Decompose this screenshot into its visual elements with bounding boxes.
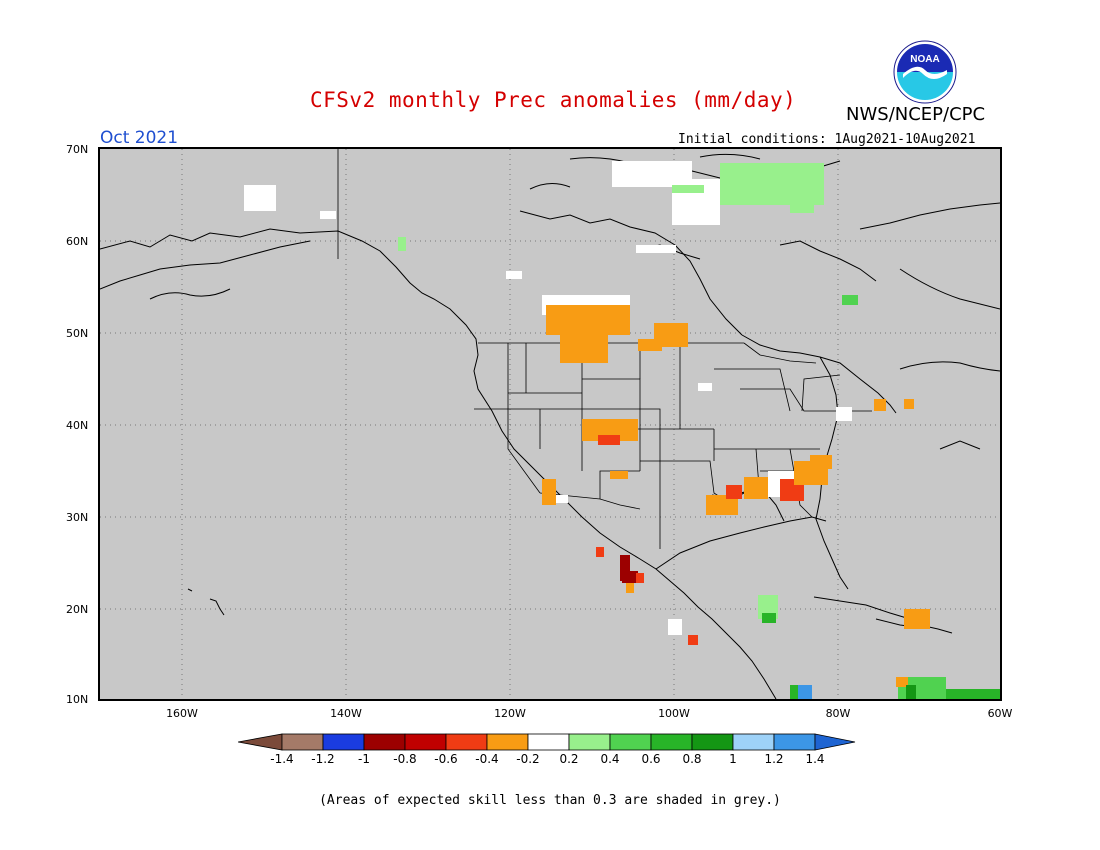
lat-label-70n: 70N bbox=[66, 143, 89, 156]
lon-label-60w: 60W bbox=[987, 707, 1013, 720]
lon-label-160w: 160W bbox=[166, 707, 198, 720]
colorbar-segment bbox=[568, 733, 611, 751]
colorbar-segment bbox=[773, 733, 816, 751]
colorbar-label: -0.6 bbox=[434, 752, 458, 766]
colorbar-segment bbox=[363, 733, 406, 751]
initial-conditions: Initial conditions: 1Aug2021-10Aug2021 bbox=[678, 132, 976, 147]
colorbar-label: 1 bbox=[729, 752, 737, 766]
lat-label-40n: 40N bbox=[66, 419, 89, 432]
organization-label: NWS/NCEP/CPC bbox=[846, 104, 986, 125]
colorbar-label: -0.2 bbox=[516, 752, 540, 766]
colorbar-arrow-right bbox=[814, 733, 856, 751]
colorbar-label: 1.4 bbox=[805, 752, 825, 766]
lat-label-10n: 10N bbox=[66, 693, 89, 706]
colorbar bbox=[238, 733, 856, 751]
lat-label-60n: 60N bbox=[66, 235, 89, 248]
colorbar-label: 1.2 bbox=[764, 752, 784, 766]
colorbar-label: -1.2 bbox=[311, 752, 335, 766]
colorbar-label: -0.8 bbox=[393, 752, 417, 766]
graticule bbox=[100, 149, 1000, 699]
lon-label-100w: 100W bbox=[658, 707, 690, 720]
lat-label-20n: 20N bbox=[66, 603, 89, 616]
lon-label-80w: 80W bbox=[825, 707, 851, 720]
forecast-month: Oct 2021 bbox=[100, 128, 179, 148]
colorbar-segment bbox=[527, 733, 570, 751]
colorbar-arrow-left bbox=[238, 733, 283, 751]
state-borders bbox=[337, 149, 872, 549]
colorbar-segment bbox=[732, 733, 775, 751]
colorbar-segment bbox=[445, 733, 488, 751]
colorbar-label: -1.4 bbox=[270, 752, 294, 766]
map-panel bbox=[98, 147, 1002, 701]
anomaly-cells bbox=[244, 161, 1000, 699]
colorbar-label: 0.6 bbox=[641, 752, 661, 766]
map-title: CFSv2 monthly Prec anomalies (mm/day) bbox=[310, 88, 797, 112]
skill-note: (Areas of expected skill less than 0.3 a… bbox=[319, 793, 781, 808]
colorbar-label: -1 bbox=[358, 752, 370, 766]
colorbar-segment bbox=[691, 733, 734, 751]
coastlines bbox=[99, 153, 1001, 700]
colorbar-segment bbox=[322, 733, 365, 751]
colorbar-segment bbox=[404, 733, 447, 751]
colorbar-segment bbox=[609, 733, 652, 751]
lat-label-30n: 30N bbox=[66, 511, 89, 524]
colorbar-label: 0.8 bbox=[682, 752, 702, 766]
colorbar-segment bbox=[650, 733, 693, 751]
lat-label-50n: 50N bbox=[66, 327, 89, 340]
colorbar-segment bbox=[281, 733, 324, 751]
logo-text: NOAA bbox=[910, 54, 939, 65]
colorbar-label: -0.4 bbox=[475, 752, 499, 766]
colorbar-label: 0.4 bbox=[600, 752, 620, 766]
noaa-logo: NOAA bbox=[893, 40, 957, 104]
map-canvas bbox=[99, 149, 1001, 700]
lon-label-140w: 140W bbox=[330, 707, 362, 720]
colorbar-label: 0.2 bbox=[559, 752, 579, 766]
colorbar-segment bbox=[486, 733, 529, 751]
lon-label-120w: 120W bbox=[494, 707, 526, 720]
